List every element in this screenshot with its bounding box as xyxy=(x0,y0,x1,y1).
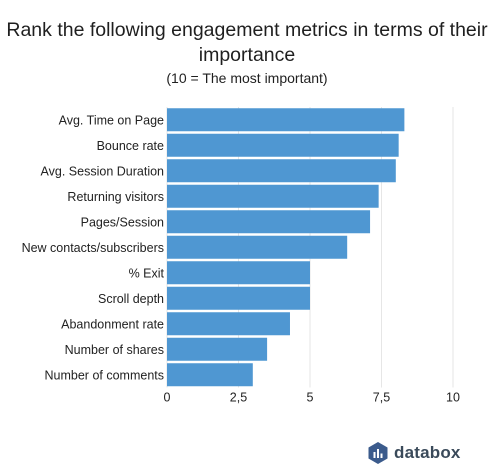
bar-4 xyxy=(167,210,371,234)
bar-9 xyxy=(167,337,268,361)
bar-1 xyxy=(167,133,399,157)
x-tick-label-0: 0 xyxy=(164,391,171,405)
bar-8 xyxy=(167,312,290,336)
bar-chart: Avg. Time on Page Bounce rate Avg. Session… xyxy=(22,107,460,405)
x-tick-label-4: 10 xyxy=(446,391,460,405)
bar-10 xyxy=(167,363,253,387)
category-label-4: Pages/Session xyxy=(81,215,164,229)
category-label-0: Avg. Time on Page xyxy=(59,113,164,127)
chart-title: Rank the following engagement metrics in… xyxy=(6,19,488,66)
brand-name: databox xyxy=(394,443,461,462)
bar-2 xyxy=(167,159,396,183)
x-tick-label-3: 7,5 xyxy=(373,391,390,405)
x-tick-label-2: 5 xyxy=(307,391,314,405)
databox-logo-icon xyxy=(368,442,388,464)
bar-3 xyxy=(167,184,379,208)
bar-0 xyxy=(167,108,405,132)
bar-6 xyxy=(167,261,310,285)
bar-5 xyxy=(167,235,348,259)
category-label-1: Bounce rate xyxy=(97,139,164,153)
category-label-2: Avg. Session Duration xyxy=(41,164,164,178)
x-tick-label-1: 2,5 xyxy=(230,391,247,405)
category-label-10: Number of comments xyxy=(45,368,164,382)
bar-7 xyxy=(167,286,310,310)
category-label-9: Number of shares xyxy=(65,343,164,357)
category-label-3: Returning visitors xyxy=(67,190,164,204)
chart-subtitle: (10 = The most important) xyxy=(166,70,328,86)
category-label-7: Scroll depth xyxy=(98,292,164,306)
category-label-6: % Exit xyxy=(129,266,165,280)
brand-footer: databox xyxy=(368,441,461,465)
category-label-5: New contacts/subscribers xyxy=(22,241,164,255)
category-label-8: Abandonment rate xyxy=(61,317,164,331)
